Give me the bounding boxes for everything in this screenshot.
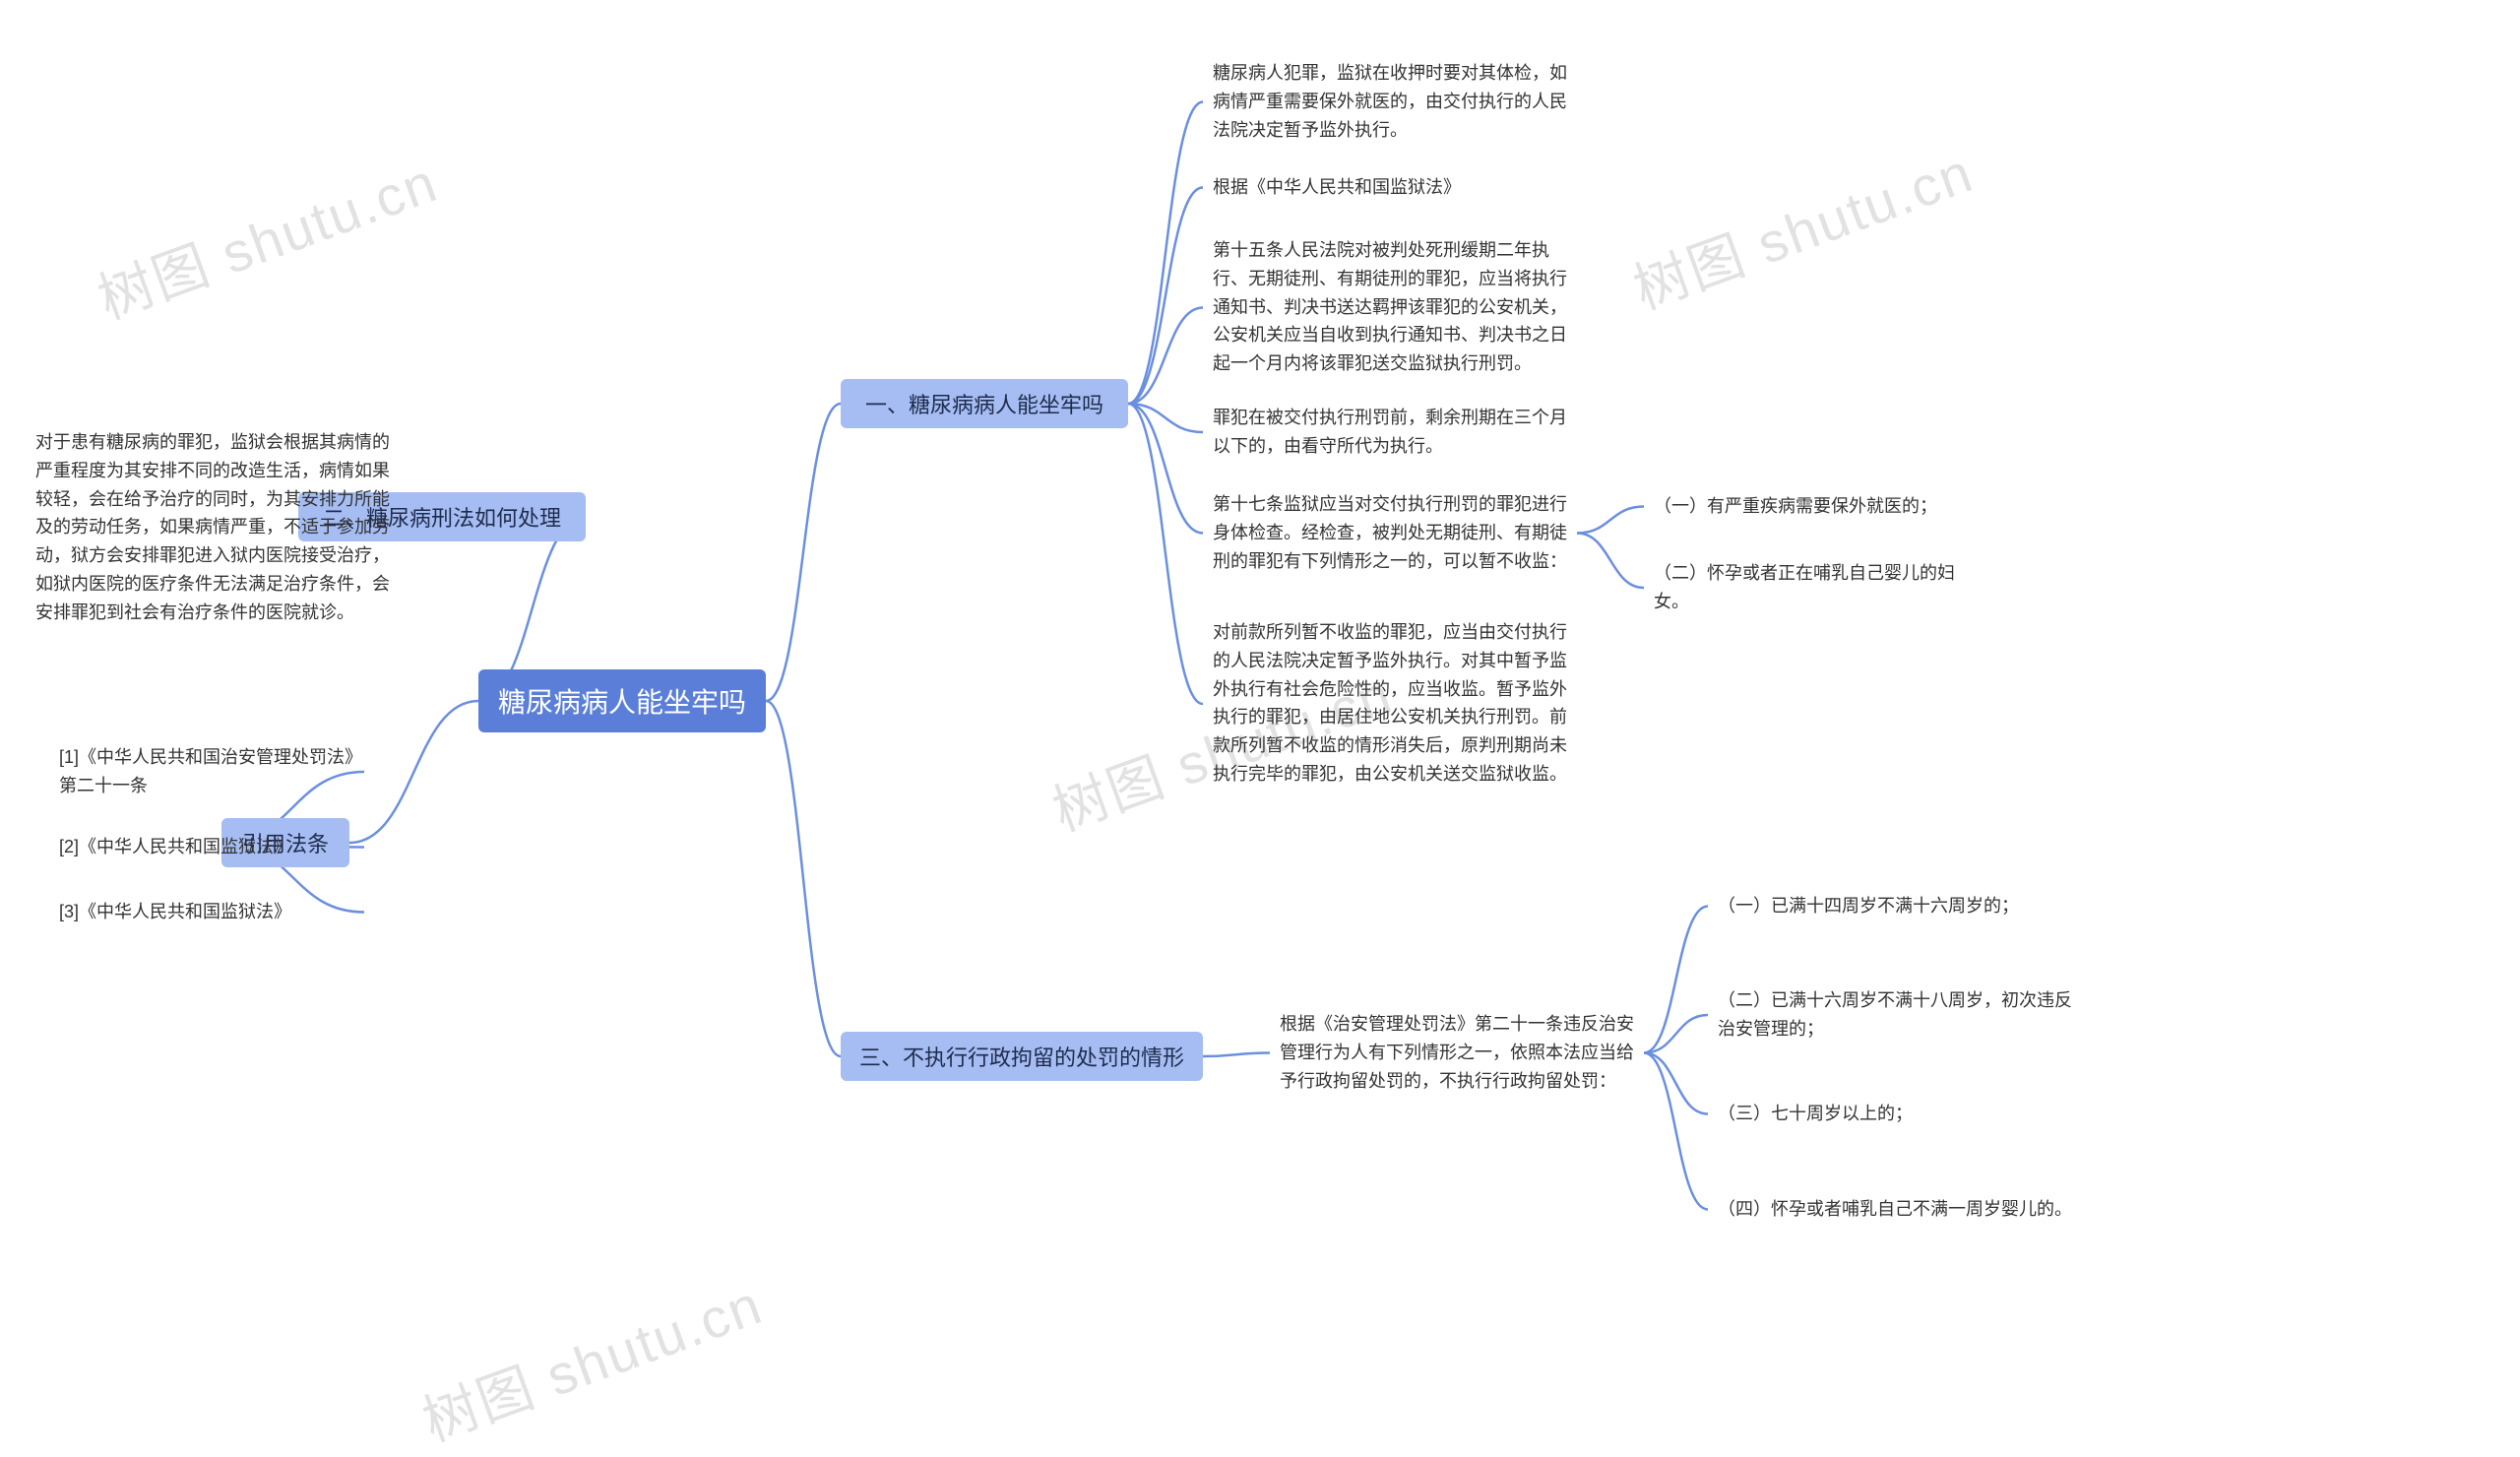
watermark: 树图 shutu.cn [86,139,447,336]
branch-node[interactable]: 三、不执行行政拘留的处罚的情形 [841,1032,1203,1081]
central-node[interactable]: 糖尿病病人能坐牢吗 [478,669,766,732]
leaf-node: 根据《中华人民共和国监狱法》 [1213,173,1567,202]
leaf-node: 对于患有糖尿病的罪犯，监狱会根据其病情的严重程度为其安排不同的改造生活，病情如果… [35,428,390,627]
leaf-node: （四）怀孕或者哺乳自己不满一周岁婴儿的。 [1718,1195,2072,1224]
leaf-node: 罪犯在被交付执行刑罚前，剩余刑期在三个月以下的，由看守所代为执行。 [1213,404,1567,461]
watermark: 树图 shutu.cn [410,1261,772,1457]
leaf-node: 糖尿病人犯罪，监狱在收押时要对其体检，如病情严重需要保外就医的，由交付执行的人民… [1213,59,1567,144]
leaf-node: 根据《治安管理处罚法》第二十一条违反治安管理行为人有下列情形之一，依照本法应当给… [1280,1010,1634,1095]
leaf-node: [3]《中华人民共和国监狱法》 [59,898,354,926]
leaf-node: 第十五条人民法院对被判处死刑缓期二年执行、无期徒刑、有期徒刑的罪犯，应当将执行通… [1213,236,1567,378]
leaf-node: 第十七条监狱应当对交付执行刑罚的罪犯进行身体检查。经检查，被判处无期徒刑、有期徒… [1213,490,1567,575]
leaf-node: （二）怀孕或者正在哺乳自己婴儿的妇女。 [1654,559,1988,616]
branch-node[interactable]: 一、糖尿病病人能坐牢吗 [841,379,1128,428]
watermark: 树图 shutu.cn [1621,129,1983,326]
leaf-node: （三）七十周岁以上的； [1718,1100,2072,1128]
leaf-node: 对前款所列暂不收监的罪犯，应当由交付执行的人民法院决定暂予监外执行。对其中暂予监… [1213,618,1567,789]
leaf-node: （一）已满十四周岁不满十六周岁的； [1718,892,2072,920]
leaf-node: （二）已满十六周岁不满十八周岁，初次违反治安管理的； [1718,986,2072,1044]
leaf-node: [1]《中华人民共和国治安管理处罚法》第二十一条 [59,743,354,800]
leaf-node: [2]《中华人民共和国监狱法》 [59,833,354,861]
leaf-node: （一）有严重疾病需要保外就医的； [1654,492,1988,521]
